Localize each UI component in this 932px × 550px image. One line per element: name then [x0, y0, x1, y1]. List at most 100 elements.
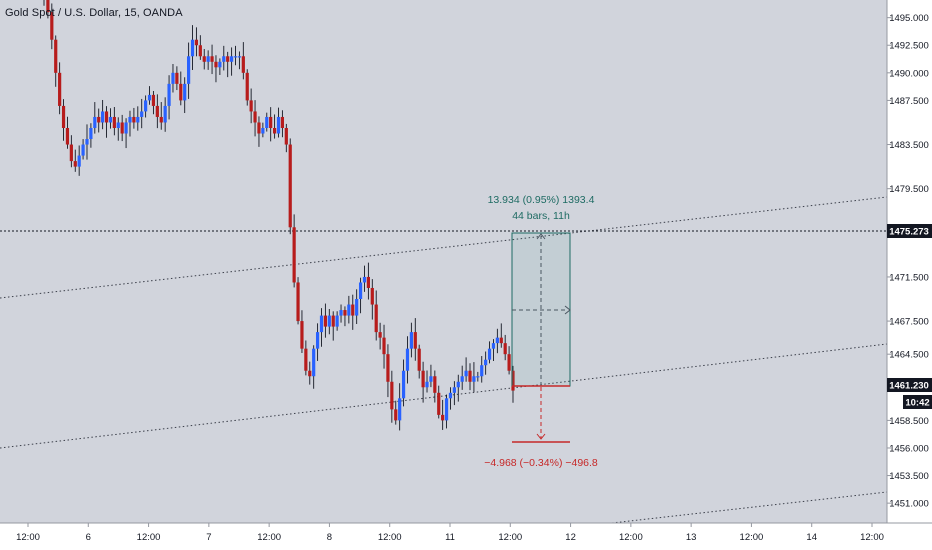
candle-body — [315, 332, 320, 349]
candle-body — [183, 83, 187, 101]
level-badge-bg — [887, 224, 932, 238]
candle-body — [171, 72, 175, 84]
projection-box-up[interactable]: 13.934 (0.95%) 1393.4 44 bars, 11h — [488, 194, 595, 387]
current-price-badge-text: 1461.230 — [889, 381, 929, 392]
channel-line-upper[interactable] — [0, 196, 888, 299]
candle-body — [374, 304, 378, 333]
candle-body — [499, 337, 503, 344]
price-tick-label: 1453.500 — [889, 471, 929, 482]
price-tick-label: 1458.500 — [889, 416, 929, 427]
time-axis[interactable] — [0, 523, 932, 550]
candle-body — [46, 0, 50, 13]
candle-body — [214, 61, 218, 68]
level-badge[interactable]: 1475.273 — [887, 224, 932, 238]
candle-body — [175, 72, 179, 84]
candle-body — [65, 127, 70, 145]
candle-body — [308, 370, 312, 377]
candle-body — [202, 56, 206, 62]
candle-body — [284, 127, 288, 145]
candle-body — [245, 72, 249, 101]
candle-body — [159, 116, 163, 123]
candle-body — [58, 72, 62, 106]
candle-body — [378, 332, 382, 338]
candle-body — [218, 61, 222, 68]
candle-body — [81, 144, 85, 156]
candle-body — [269, 116, 273, 128]
trend-channel[interactable] — [0, 196, 888, 524]
candle-body — [358, 282, 363, 300]
candle-body — [437, 392, 441, 415]
price-tick-label: 1464.500 — [889, 350, 929, 361]
candle-body — [151, 94, 156, 106]
candle-body — [503, 343, 507, 355]
candle-body — [421, 370, 425, 388]
candle-body — [480, 365, 484, 377]
candle-body — [50, 12, 54, 40]
candle-body — [233, 56, 238, 58]
level-badge-text: 1475.273 — [889, 227, 929, 238]
projection-arrowhead-down — [536, 433, 546, 440]
time-tick-label: 12:00 — [860, 532, 884, 543]
candle-body — [179, 83, 183, 101]
current-price-badge[interactable]: 1461.230 — [887, 378, 932, 392]
candle-body — [319, 315, 324, 333]
candle-body — [366, 276, 370, 288]
price-tick-label: 1483.500 — [889, 140, 929, 151]
candle-body — [507, 354, 511, 371]
candle-body — [413, 332, 417, 349]
price-tick-label: 1492.500 — [889, 41, 929, 52]
candle-body — [511, 370, 515, 391]
candle-body — [77, 155, 81, 167]
candle-body — [61, 105, 66, 128]
candle-body — [69, 144, 73, 162]
candle-body — [237, 56, 242, 58]
candle-body — [355, 299, 359, 316]
candle-body — [304, 348, 308, 371]
time-tick-label: 12 — [565, 532, 576, 543]
time-tick-label: 12:00 — [740, 532, 764, 543]
candle-body — [163, 105, 167, 123]
candle-body — [93, 116, 97, 128]
time-tick-label: 12:00 — [378, 532, 402, 543]
projection-down-label: −4.968 (−0.34%) −496.8 — [484, 457, 598, 469]
symbol-title[interactable]: Gold Spot / U.S. Dollar, 15, OANDA — [5, 7, 183, 19]
candle-body — [120, 122, 124, 134]
price-axis[interactable] — [887, 0, 932, 523]
price-tick-label: 1451.000 — [889, 499, 929, 510]
projection-box-down[interactable]: −4.968 (−0.34%) −496.8 — [484, 385, 598, 469]
candle-body — [155, 105, 159, 117]
candle-body — [206, 56, 210, 62]
candle-body — [331, 315, 335, 327]
time-tick-label: 6 — [86, 532, 91, 543]
candle-body — [108, 116, 113, 123]
projection-label-line2: 44 bars, 11h — [512, 210, 570, 222]
candle-body — [472, 376, 476, 382]
price-tick-label: 1471.500 — [889, 272, 929, 283]
candle-body — [444, 398, 449, 421]
channel-line-middle[interactable] — [0, 343, 888, 449]
candle-body — [261, 127, 265, 134]
time-tick-label: 14 — [806, 532, 817, 543]
candle-body — [253, 111, 257, 123]
candle-body — [292, 227, 296, 283]
candle-body — [147, 94, 152, 101]
candle-body — [386, 354, 390, 382]
candle-body — [187, 56, 191, 84]
candle-body — [468, 370, 472, 382]
price-tick-label: 1467.500 — [889, 317, 929, 328]
candle-body — [335, 315, 339, 327]
candle-body — [190, 39, 195, 57]
time-tick-label: 7 — [206, 532, 211, 543]
candle-body — [296, 282, 300, 322]
candle-body — [136, 116, 140, 123]
candle-body — [370, 287, 374, 305]
time-tick-labels: 12:00 6 12:00 7 12:00 8 12:00 11 12:00 12 12:00 13 1… — [16, 523, 884, 543]
candle-body — [101, 111, 105, 123]
candle-body — [327, 315, 331, 327]
countdown-badge: 10:42 — [903, 395, 932, 409]
candle-body — [491, 343, 496, 349]
time-tick-label: 12:00 — [16, 532, 40, 543]
candle-body — [476, 376, 480, 378]
